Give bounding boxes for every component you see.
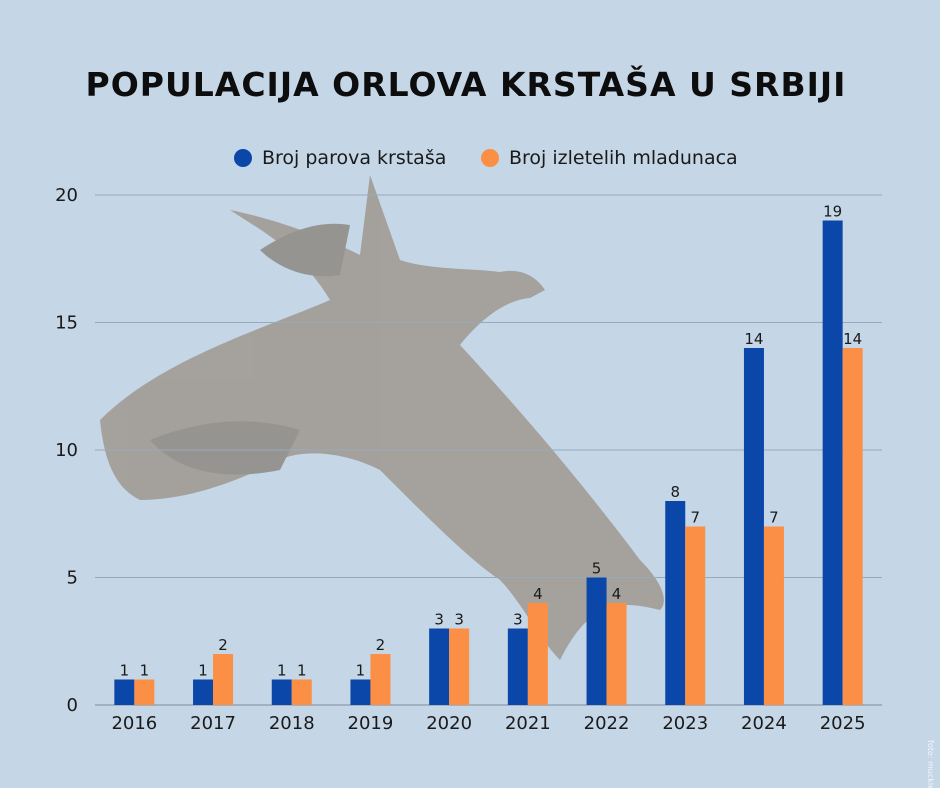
chart-title: POPULACIJA ORLOVA KRSTAŠA U SRBIJI xyxy=(86,64,847,104)
bar xyxy=(114,679,135,705)
x-tick-label: 2025 xyxy=(820,713,866,734)
legend: Broj parova krstaša Broj izletelih mladu… xyxy=(234,147,738,169)
x-tick-label: 2024 xyxy=(741,713,787,734)
bar xyxy=(586,577,607,705)
bar xyxy=(822,220,843,705)
bar xyxy=(429,628,450,705)
y-tick-label: 15 xyxy=(55,313,78,334)
y-tick-label: 0 xyxy=(67,695,78,716)
x-tick-label: 2023 xyxy=(662,713,708,734)
data-label: 14 xyxy=(744,330,763,348)
bar xyxy=(527,603,548,705)
data-label: 3 xyxy=(513,611,523,629)
bar xyxy=(606,603,627,705)
x-tick-label: 2016 xyxy=(111,713,157,734)
legend-label-fledglings: Broj izletelih mladunaca xyxy=(509,147,738,169)
bar xyxy=(743,348,764,705)
bar xyxy=(193,679,214,705)
x-tick-label: 2021 xyxy=(505,713,551,734)
data-label: 3 xyxy=(434,611,444,629)
bar xyxy=(134,679,155,705)
bar xyxy=(665,501,686,705)
data-label: 3 xyxy=(454,611,464,629)
legend-marker-pairs xyxy=(234,149,252,167)
y-tick-label: 20 xyxy=(55,185,78,206)
x-tick-label: 2018 xyxy=(269,713,315,734)
data-label: 4 xyxy=(533,585,543,603)
y-tick-label: 10 xyxy=(55,440,78,461)
data-label: 1 xyxy=(120,662,130,680)
data-label: 1 xyxy=(356,662,366,680)
data-label: 2 xyxy=(376,636,386,654)
x-tick-label: 2022 xyxy=(584,713,630,734)
data-label: 19 xyxy=(823,203,842,221)
bar xyxy=(350,679,371,705)
x-axis: 2016 2017 2018 2019 2020 2021 2022 2023 2024 2025 xyxy=(111,713,865,734)
eagle-illustration xyxy=(100,175,664,660)
bar xyxy=(685,526,706,705)
data-label: 1 xyxy=(277,662,287,680)
data-label: 2 xyxy=(218,636,228,654)
data-label: 8 xyxy=(670,483,680,501)
bar xyxy=(213,654,234,705)
data-label: 1 xyxy=(140,662,150,680)
x-tick-label: 2019 xyxy=(348,713,394,734)
y-tick-label: 5 xyxy=(67,568,78,589)
bar xyxy=(842,348,863,705)
data-label: 4 xyxy=(612,585,622,603)
data-label: 7 xyxy=(690,509,700,527)
x-tick-label: 2020 xyxy=(426,713,472,734)
bar xyxy=(763,526,784,705)
photo-credit: foto: muckleng xyxy=(926,740,935,788)
bar xyxy=(370,654,391,705)
bar xyxy=(291,679,312,705)
y-axis: 0 5 10 15 20 xyxy=(55,185,78,716)
data-label: 1 xyxy=(297,662,307,680)
x-tick-label: 2017 xyxy=(190,713,236,734)
legend-label-pairs: Broj parova krstaša xyxy=(262,147,446,169)
data-label: 1 xyxy=(198,662,208,680)
bar xyxy=(449,628,470,705)
data-label: 5 xyxy=(592,560,602,578)
data-label: 14 xyxy=(843,330,862,348)
data-label: 7 xyxy=(769,509,779,527)
bar xyxy=(507,628,528,705)
bar xyxy=(271,679,292,705)
legend-marker-fledglings xyxy=(481,149,499,167)
